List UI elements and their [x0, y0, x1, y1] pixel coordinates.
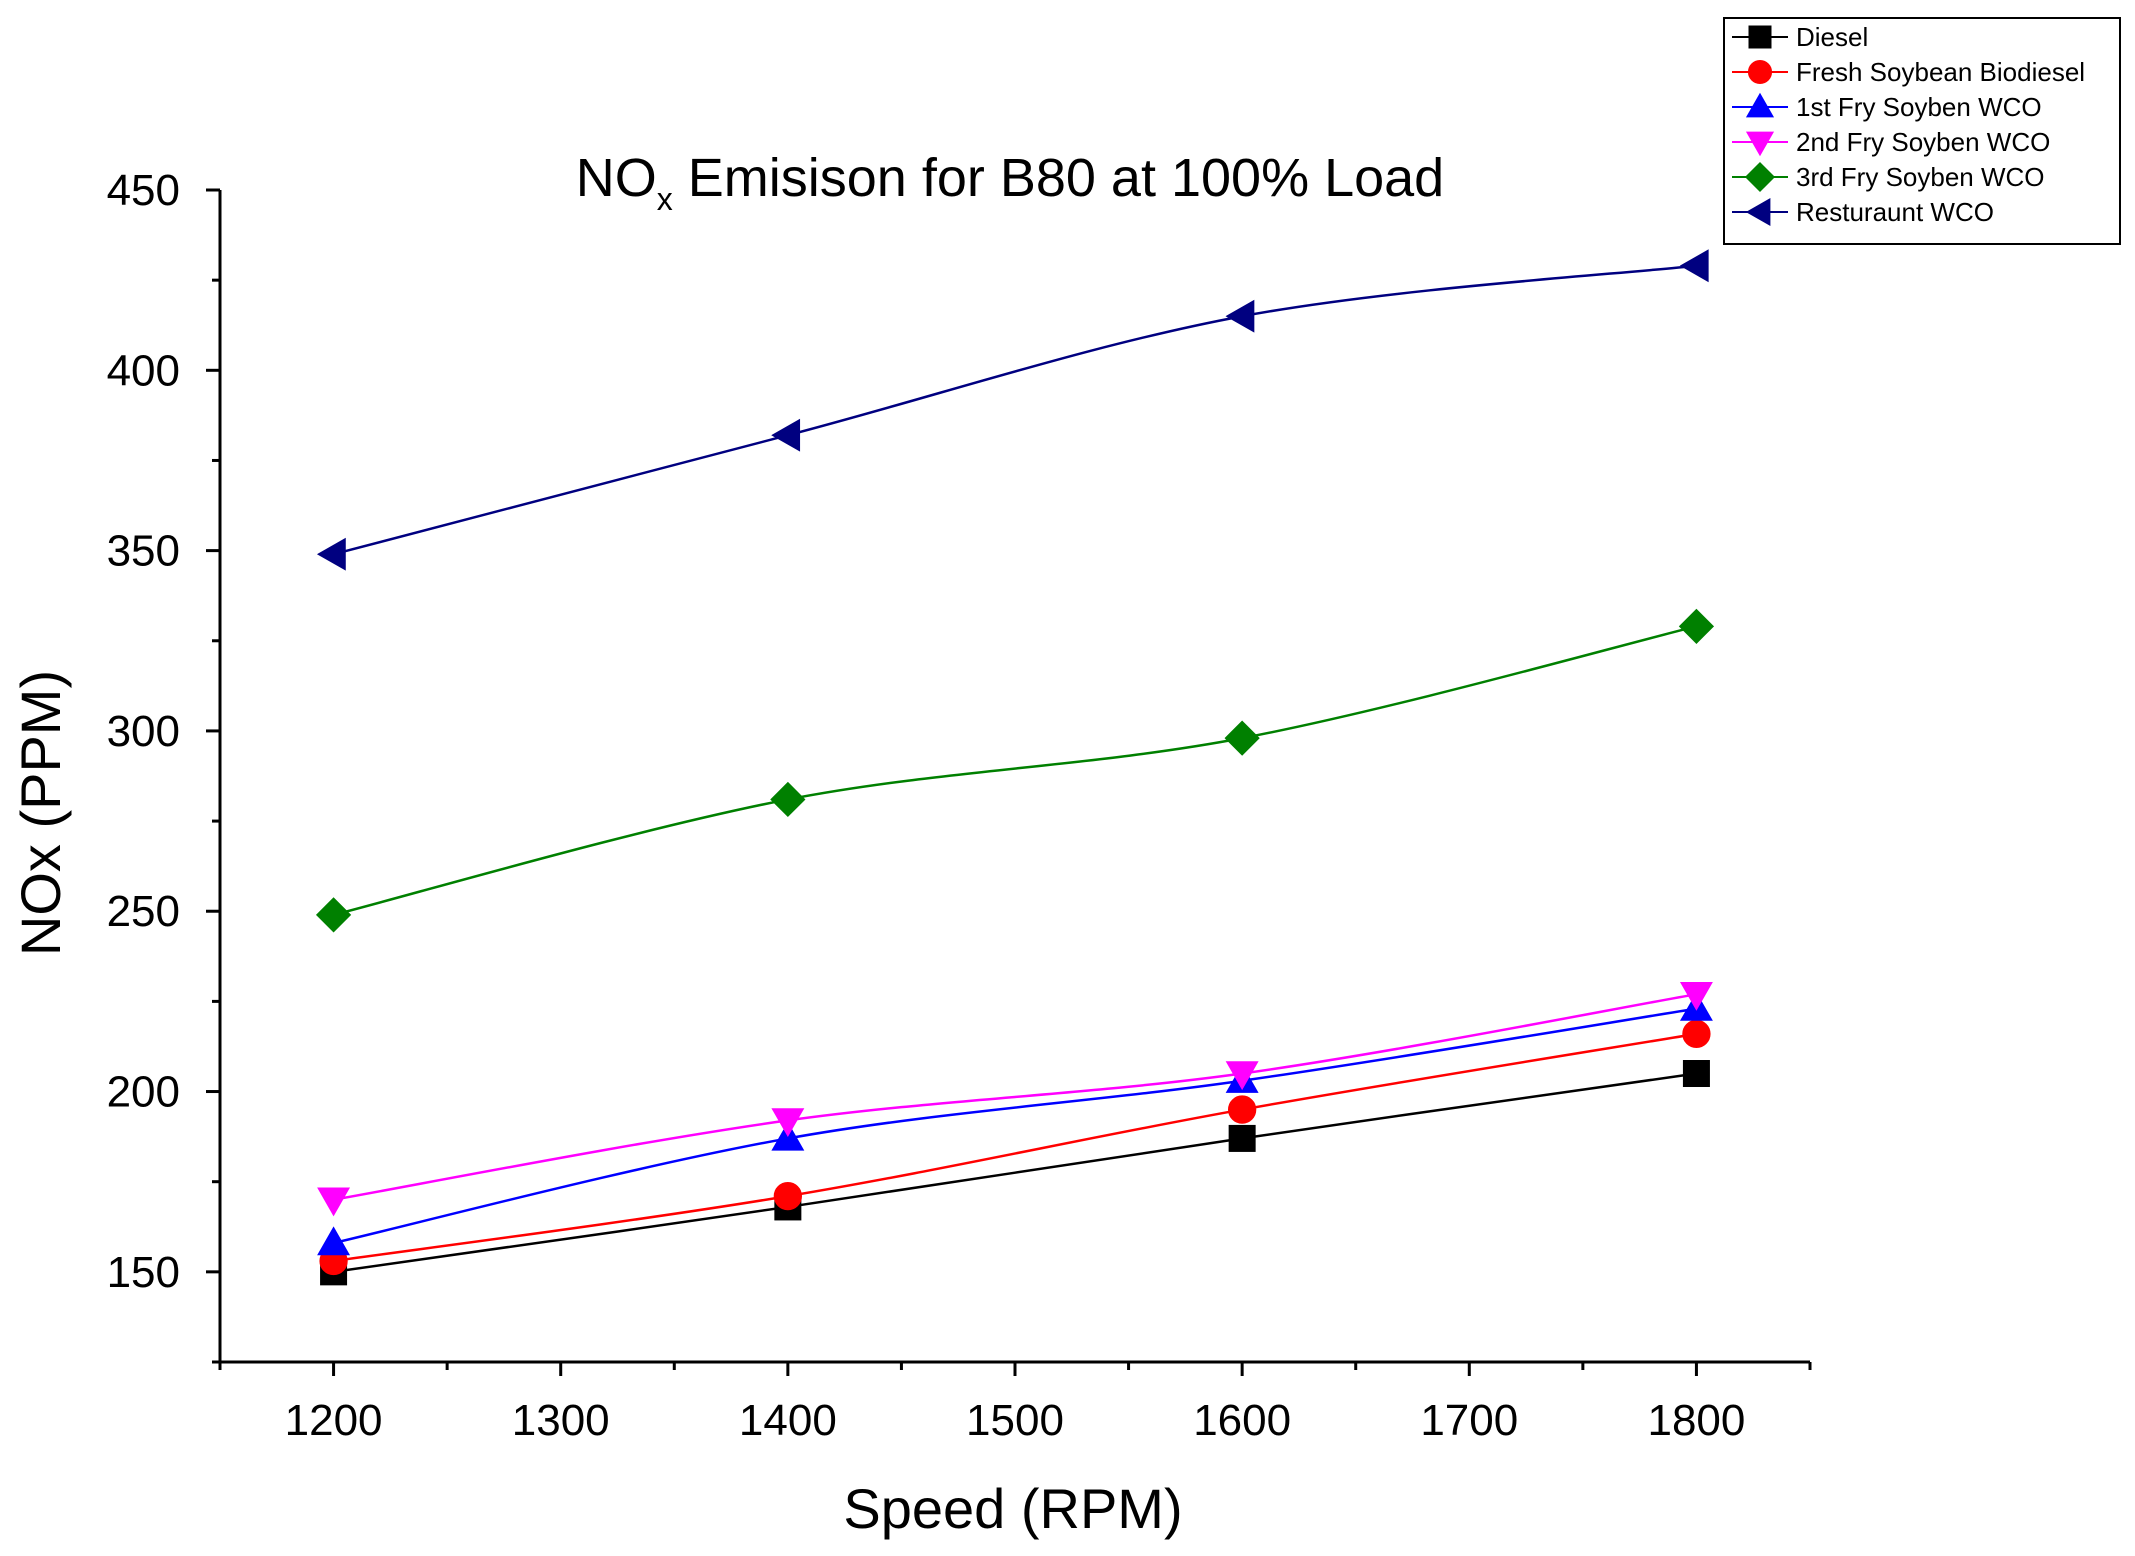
- data-point: [1228, 1124, 1256, 1152]
- legend: Diesel Fresh Soybean Biodiesel 1st Fry Soy…: [1723, 17, 2121, 245]
- legend-marker: [1745, 92, 1775, 118]
- series-line: [333, 264, 1697, 556]
- legend-label: 1st Fry Soyben WCO: [1796, 92, 2042, 122]
- y-tick-label: 150: [107, 1248, 180, 1297]
- data-point: [1227, 1095, 1257, 1124]
- data-point: [771, 1108, 805, 1137]
- chart-title-main: NO: [576, 148, 657, 208]
- y-tick-label: 300: [107, 707, 180, 756]
- legend-label: Fresh Soybean Biodiesel: [1796, 57, 2085, 87]
- y-tick-label: 400: [107, 346, 180, 395]
- series-1st-fry-soyben-wco: [317, 991, 1713, 1256]
- legend-item: 3rd Fry Soyben WCO: [1732, 161, 2045, 193]
- legend-label: Resturaunt WCO: [1796, 197, 1994, 227]
- data-point: [1225, 299, 1255, 333]
- series-line: [333, 992, 1697, 1201]
- legend-item: Diesel: [1732, 22, 1868, 52]
- legend-marker: [1745, 197, 1771, 227]
- data-point: [1682, 1019, 1711, 1048]
- series-diesel: [320, 1060, 1710, 1286]
- legend-marker: [1748, 25, 1772, 49]
- data-point: [1678, 608, 1715, 644]
- data-point: [1682, 1060, 1710, 1088]
- y-tick-label: 200: [107, 1068, 180, 1117]
- data-point: [773, 1181, 803, 1211]
- data-point: [317, 1226, 351, 1256]
- x-tick-label: 1500: [966, 1396, 1064, 1445]
- chart-title-rest: Emisison for B80 at 100% Load: [673, 148, 1444, 208]
- x-tick-label: 1700: [1420, 1396, 1518, 1445]
- y-tick-label: 250: [107, 887, 180, 936]
- y-tick-label: 350: [107, 527, 180, 576]
- series-line: [333, 1072, 1697, 1274]
- chart-title-subscript: x: [657, 181, 673, 217]
- legend-marker: [1747, 59, 1773, 85]
- y-axis-title: NOx (PPM): [9, 670, 72, 956]
- legend-label: 3rd Fry Soyben WCO: [1796, 162, 2045, 192]
- data-point: [770, 781, 806, 818]
- x-axis-title: Speed (RPM): [843, 1477, 1182, 1540]
- y-axis-ticks: 150 200 250 300 350 400 450: [107, 166, 220, 1364]
- legend-label: Diesel: [1796, 22, 1868, 52]
- data-point: [771, 418, 801, 452]
- data-point: [1679, 981, 1713, 1011]
- legend-item: 1st Fry Soyben WCO: [1732, 92, 2042, 122]
- series-fresh-soybean-biodiesel: [319, 1019, 1711, 1276]
- legend-marker: [1744, 161, 1776, 193]
- legend-label: 2nd Fry Soyben WCO: [1796, 127, 2050, 157]
- data-point: [316, 537, 346, 571]
- legend-marker: [1745, 131, 1775, 157]
- series-line: [333, 1032, 1697, 1263]
- data-point: [317, 1187, 351, 1217]
- y-tick-label: 450: [107, 166, 180, 215]
- legend-item: 2nd Fry Soyben WCO: [1732, 127, 2050, 157]
- series-resturaunt-wco: [316, 249, 1709, 571]
- legend-item: Fresh Soybean Biodiesel: [1732, 57, 2085, 87]
- legend-item: Resturaunt WCO: [1732, 197, 1994, 227]
- series-line: [333, 1007, 1697, 1245]
- axes: [218, 190, 1810, 1364]
- x-axis-ticks: 1200 1300 1400 1500 1600 1700 1800: [218, 1362, 1812, 1445]
- series-group: [315, 249, 1715, 1286]
- chart-title: NOx Emisison for B80 at 100% Load: [576, 148, 1444, 217]
- data-point: [1225, 1061, 1259, 1091]
- series-3rd-fry-soyben-wco: [315, 608, 1715, 933]
- x-tick-label: 1400: [739, 1396, 837, 1445]
- data-point: [1679, 249, 1709, 283]
- series-2nd-fry-soyben-wco: [317, 981, 1713, 1217]
- data-point: [315, 897, 352, 933]
- x-tick-label: 1800: [1647, 1396, 1745, 1445]
- x-tick-label: 1600: [1193, 1396, 1291, 1445]
- series-line: [333, 625, 1697, 917]
- x-tick-label: 1200: [285, 1396, 383, 1445]
- legend-box: [1723, 17, 2121, 245]
- x-tick-label: 1300: [512, 1396, 610, 1445]
- data-point: [1224, 720, 1260, 756]
